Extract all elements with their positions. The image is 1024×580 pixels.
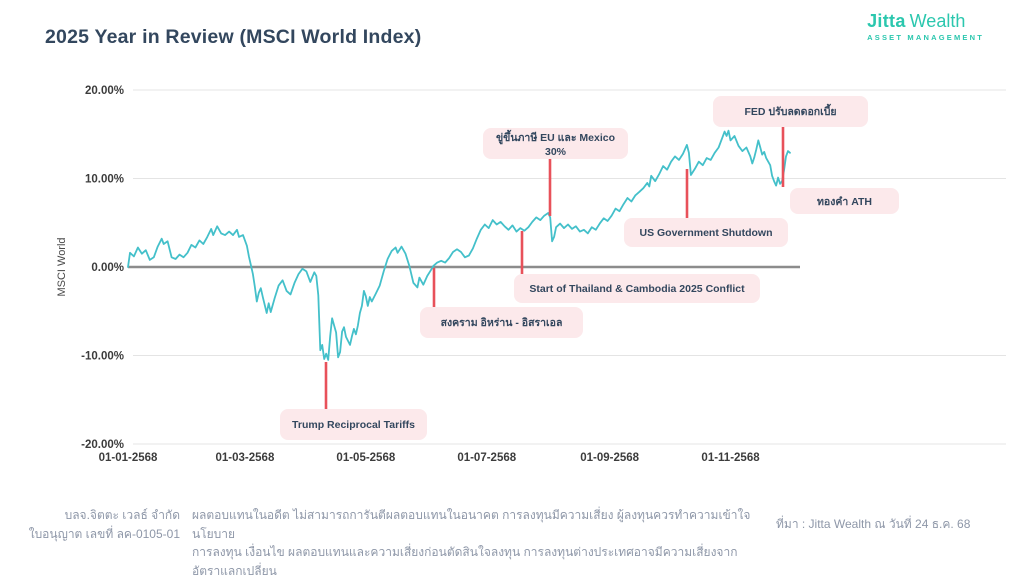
logo-jitta-text: Jitta: [867, 11, 906, 31]
footer-disclaimer: ผลตอบแทนในอดีต ไม่สามารถการันตีผลตอบแทนใ…: [192, 506, 764, 580]
footer-company-name: บลจ.จิตตะ เวลธ์ จำกัด: [64, 508, 180, 522]
y-tick-label: -10.00%: [81, 351, 124, 363]
footer-disclaimer-line1: ผลตอบแทนในอดีต ไม่สามารถการันตีผลตอบแทนใ…: [192, 508, 751, 541]
event-callout-us-government-shutdown: US Government Shutdown: [624, 218, 788, 247]
x-tick-label: 01-01-2568: [99, 452, 158, 464]
footer: บลจ.จิตตะ เวลธ์ จำกัด ใบอนุญาต เลขที่ ลค…: [0, 506, 1024, 580]
x-tick-label: 01-03-2568: [216, 452, 275, 464]
page-title: 2025 Year in Review (MSCI World Index): [45, 26, 422, 48]
series-line-msci-world: [127, 129, 791, 361]
event-callout-trump-reciprocal-tariffs: Trump Reciprocal Tariffs: [280, 409, 427, 440]
y-tick-label: -20.00%: [81, 439, 124, 451]
event-callout-thailand-cambodia-conflict: Start of Thailand & Cambodia 2025 Confli…: [514, 274, 760, 303]
y-tick-label: 20.00%: [85, 85, 124, 97]
event-callout-gold-ath: ทองคำ ATH: [790, 188, 899, 214]
x-tick-label: 01-11-2568: [701, 452, 760, 464]
event-callout-fed-rate-cut: FED ปรับลดดอกเบี้ย: [713, 96, 868, 127]
x-tick-label: 01-07-2568: [457, 452, 516, 464]
event-annotations-layer: Trump Reciprocal Tariffs สงคราม อิหร่าน -…: [280, 96, 899, 440]
msci-world-chart: 20.00% 10.00% 0.00% -10.00% -20.00%01-01-256…: [81, 85, 1006, 464]
footer-license-number: ใบอนุญาต เลขที่ ลค-0105-01: [28, 526, 180, 541]
slide: 2025 Year in Review (MSCI World Index) J…: [29, 11, 1006, 578]
x-tick-label: 01-09-2568: [580, 452, 639, 464]
y-tick-label: 10.00%: [85, 174, 124, 186]
logo-tagline: ASSET MANAGEMENT: [867, 32, 984, 42]
footer-company-license: บลจ.จิตตะ เวลธ์ จำกัด ใบอนุญาต เลขที่ ลค…: [0, 506, 180, 580]
y-tick-label: 0.00%: [91, 262, 124, 274]
event-callout-eu-mexico-tariff-threat: ขู่ขึ้นภาษี EU และ Mexico 30%: [483, 128, 628, 159]
jitta-wealth-logo: Jitta Wealth ASSET MANAGEMENT: [867, 11, 984, 42]
logo-wealth-text: Wealth: [909, 11, 966, 31]
x-tick-label: 01-05-2568: [336, 452, 395, 464]
footer-source: ที่มา : Jitta Wealth ณ วันที่ 24 ธ.ค. 68: [776, 517, 971, 531]
logo-name: Jitta Wealth: [867, 11, 984, 32]
event-callout-iran-israel-war: สงคราม อิหร่าน - อิสราเอล: [420, 307, 583, 338]
